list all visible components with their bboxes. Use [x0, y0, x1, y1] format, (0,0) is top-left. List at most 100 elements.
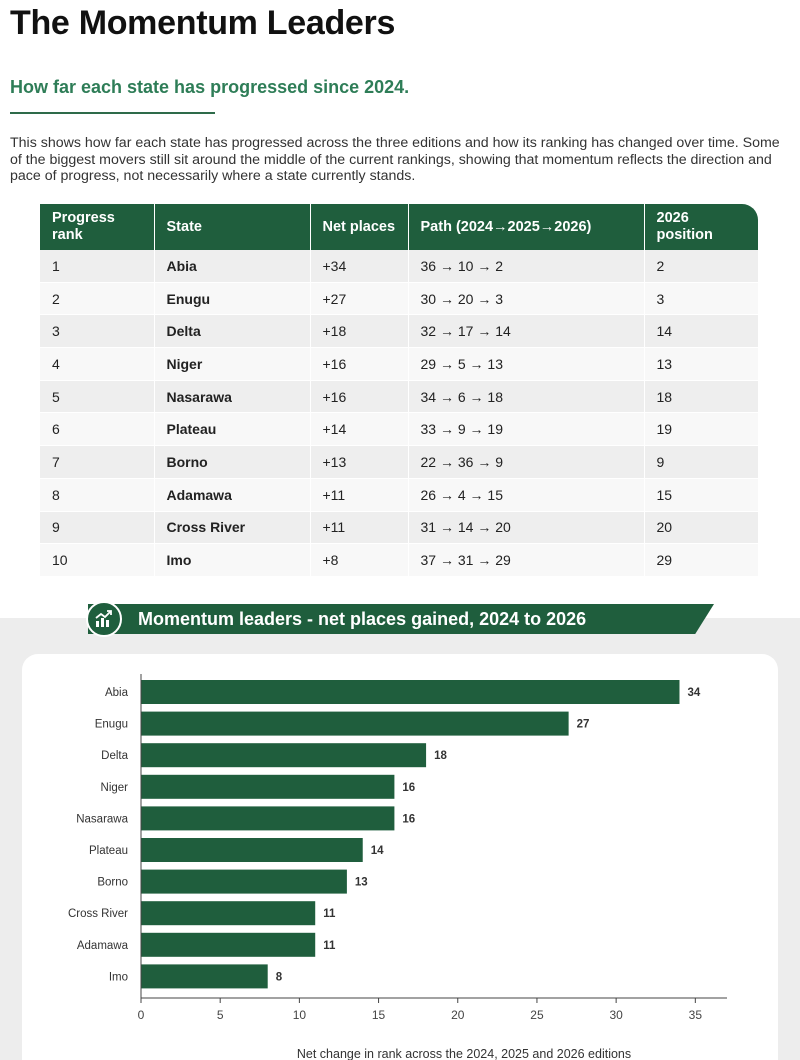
table-row: 8 Adamawa +11 26 → 4 → 15 15 [40, 478, 758, 512]
cell-state: Abia [153, 250, 310, 283]
cell-2026-position: 29 [643, 543, 758, 577]
cell-2026-position: 14 [643, 314, 758, 349]
cell-path: 32 → 17 → 14 [407, 314, 644, 349]
subtitle-underline [10, 112, 215, 114]
cell-path: 29 → 5 → 13 [407, 347, 644, 381]
bar-niger [141, 774, 395, 799]
x-tick-label: 10 [293, 1008, 307, 1022]
bar-imo [141, 964, 268, 989]
data-label: 16 [402, 813, 415, 825]
table-row: 3 Delta +18 32 → 17 → 14 14 [40, 314, 758, 349]
cell-progress-rank: 4 [40, 347, 154, 381]
cell-path: 34 → 6 → 18 [407, 380, 644, 414]
cell-path: 37 → 31 → 29 [407, 543, 644, 577]
table-row: 10 Imo +8 37 → 31 → 29 29 [40, 543, 758, 577]
category-label: Imo [109, 971, 128, 983]
cell-net-places: +16 [309, 380, 408, 414]
data-label: 14 [371, 845, 384, 857]
cell-progress-rank: 9 [40, 511, 154, 545]
category-label: Cross River [68, 908, 128, 920]
cell-2026-position: 19 [643, 412, 758, 447]
bar-abia [141, 680, 680, 704]
bar-borno [141, 869, 347, 894]
cell-progress-rank: 2 [40, 282, 154, 316]
page-subtitle: How far each state has progressed since … [10, 77, 410, 97]
cell-progress-rank: 6 [40, 412, 154, 447]
cell-state: Nasarawa [153, 380, 310, 414]
category-label: Abia [105, 687, 129, 699]
data-label: 11 [323, 940, 336, 952]
data-label: 13 [355, 877, 368, 889]
x-tick-label: 35 [689, 1008, 703, 1022]
table-row: 9 Cross River +11 31 → 14 → 20 20 [40, 511, 758, 545]
category-label: Enugu [95, 719, 128, 731]
data-label: 18 [434, 750, 447, 762]
x-tick-label: 25 [530, 1008, 544, 1022]
cell-state: Cross River [153, 511, 310, 545]
table-row: 4 Niger +16 29 → 5 → 13 13 [40, 347, 758, 381]
cell-path: 26 → 4 → 15 [407, 478, 644, 512]
x-tick-label: 15 [372, 1008, 386, 1022]
cell-state: Adamawa [153, 478, 310, 512]
cell-state: Enugu [153, 282, 310, 316]
cell-progress-rank: 1 [40, 250, 154, 283]
cell-progress-rank: 8 [40, 478, 154, 512]
net-places-bar-chart: Abia 34 Enugu 27 Delta 18 Niger 16 Nasarawa 16 Pla… [68, 674, 727, 1060]
bar-adamawa [141, 932, 316, 957]
cell-state: Imo [153, 543, 310, 577]
page-title: The Momentum Leaders [10, 4, 396, 42]
cell-net-places: +14 [309, 412, 408, 447]
cell-net-places: +27 [309, 282, 408, 316]
x-tick-label: 0 [138, 1008, 145, 1022]
cell-2026-position: 13 [643, 347, 758, 381]
bar-delta [141, 743, 427, 768]
cell-progress-rank: 10 [40, 543, 154, 577]
cell-2026-position: 9 [643, 445, 758, 479]
x-tick-label: 20 [451, 1008, 465, 1022]
cell-path: 31 → 14 → 20 [407, 511, 644, 545]
cell-net-places: +16 [309, 347, 408, 381]
table-header-row: Progress rank State Net places Path (202… [40, 204, 758, 250]
data-label: 8 [276, 971, 283, 983]
table-row: 6 Plateau +14 33 → 9 → 19 19 [40, 412, 758, 447]
cell-progress-rank: 5 [40, 380, 154, 414]
bar-enugu [141, 711, 569, 736]
cell-path: 36 → 10 → 2 [407, 250, 644, 283]
category-label: Plateau [89, 845, 128, 857]
cell-net-places: +11 [309, 478, 408, 512]
cell-progress-rank: 3 [40, 314, 154, 349]
data-label: 16 [402, 782, 415, 794]
column-header-state: State [153, 204, 310, 250]
data-label: 34 [687, 687, 700, 699]
x-axis-title: Net change in rank across the 2024, 2025… [297, 1047, 631, 1060]
bar-nasarawa [141, 806, 395, 831]
bar-plateau [141, 838, 363, 862]
cell-state: Niger [153, 347, 310, 381]
category-label: Delta [101, 750, 128, 762]
cell-state: Plateau [153, 412, 310, 447]
cell-2026-position: 3 [643, 282, 758, 316]
x-tick-label: 30 [609, 1008, 623, 1022]
chart-card: Abia 34 Enugu 27 Delta 18 Niger 16 Nasarawa 16 Pla… [22, 654, 778, 1060]
chart-title: Momentum leaders - net places gained, 20… [138, 609, 587, 629]
column-header-net-places: Net places [309, 204, 408, 250]
table-body: 1 Abia +34 36 → 10 → 2 2 2 Enugu +27 30 → 20 → 3… [40, 250, 758, 577]
cell-net-places: +18 [309, 314, 408, 349]
cell-path: 30 → 20 → 3 [407, 282, 644, 316]
column-header-path: Path (2024→2025→2026) [407, 204, 644, 250]
cell-net-places: +8 [309, 543, 408, 577]
category-label: Nasarawa [76, 813, 128, 825]
cell-net-places: +34 [309, 250, 408, 283]
cell-2026-position: 15 [643, 478, 758, 512]
cell-2026-position: 18 [643, 380, 758, 414]
cell-net-places: +11 [309, 511, 408, 545]
cell-progress-rank: 7 [40, 445, 154, 479]
table-row: 5 Nasarawa +16 34 → 6 → 18 18 [40, 380, 758, 414]
cell-2026-position: 20 [643, 511, 758, 545]
cell-state: Delta [153, 314, 310, 349]
intro-paragraph: This shows how far each state has progre… [10, 135, 780, 184]
data-label: 27 [577, 719, 590, 731]
column-header-progress-rank: Progress rank [40, 204, 154, 250]
